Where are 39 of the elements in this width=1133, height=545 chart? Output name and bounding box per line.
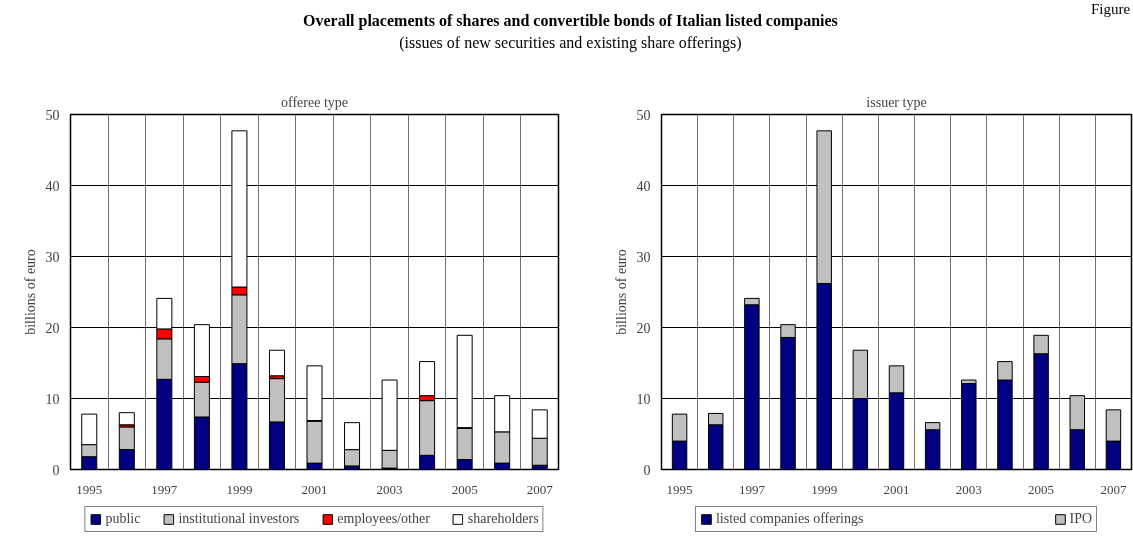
y-tick-label: 50	[636, 107, 651, 123]
x-tick-label: 2007	[526, 481, 554, 497]
x-tick-label: 2001	[301, 481, 328, 497]
y-tick-label: 50	[45, 107, 60, 123]
x-tick-label: 2007	[1100, 481, 1127, 497]
text: Figure	[1090, 1, 1131, 18]
legend-label: listed companies offerings	[715, 511, 864, 527]
y-tick-label: 0	[52, 462, 60, 478]
y-tick-label: 30	[45, 249, 60, 265]
y-tick-label: 30	[636, 249, 651, 265]
legend-label: employees/other	[337, 511, 430, 527]
text: Overall placements of shares and convertible bonds of Italian listed companies	[302, 12, 838, 31]
chart-title: issuer type	[866, 94, 927, 110]
y-tick-label: 40	[45, 178, 60, 194]
x-tick-label: 2001	[883, 481, 910, 497]
y-axis-title: billions of euro	[613, 249, 629, 335]
x-tick-label: 1999	[811, 481, 838, 497]
x-tick-label: 1995	[666, 481, 693, 497]
x-tick-label: 2003	[376, 481, 403, 497]
y-tick-label: 10	[45, 391, 60, 407]
y-tick-label: 10	[636, 391, 651, 407]
legend-label: shareholders	[467, 511, 539, 527]
text: (issues of new securities and existing share offerings)	[399, 34, 742, 52]
legend-label: public	[105, 511, 141, 527]
x-tick-label: 2005	[451, 481, 478, 497]
legend-label: institutional investors	[178, 511, 300, 527]
y-axis-title: billions of euro	[22, 249, 38, 335]
y-tick-label: 20	[636, 320, 651, 336]
x-tick-label: 1997	[151, 481, 178, 497]
y-tick-label: 20	[45, 320, 60, 336]
x-tick-label: 1997	[738, 481, 766, 497]
y-tick-label: 0	[643, 462, 651, 478]
chart-title: offeree type	[281, 94, 348, 110]
x-tick-label: 1999	[226, 481, 253, 497]
y-tick-label: 40	[636, 178, 651, 194]
legend-label: IPO	[1069, 511, 1093, 527]
x-tick-label: 1995	[76, 481, 103, 497]
x-tick-label: 2005	[1028, 481, 1055, 497]
x-tick-label: 2003	[955, 481, 982, 497]
